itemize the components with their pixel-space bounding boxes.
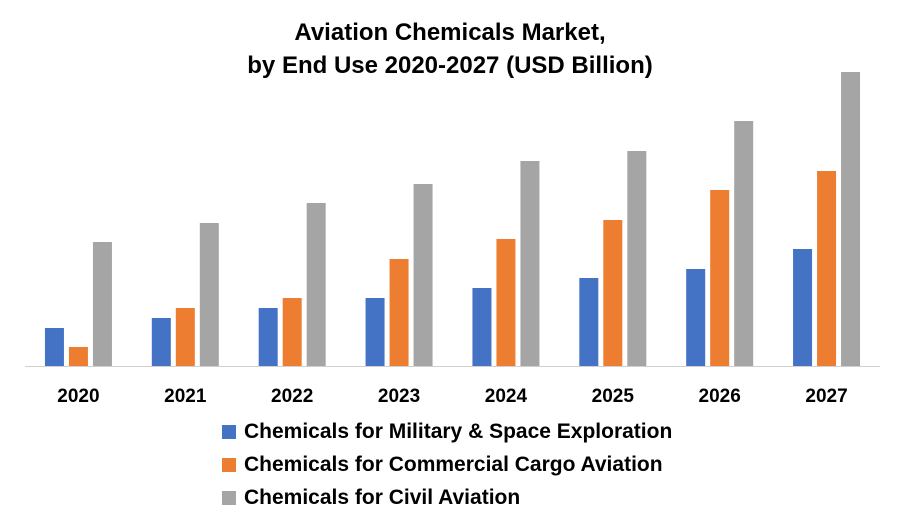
bar-military-2027: [793, 249, 813, 366]
legend-label-civil: Chemicals for Civil Aviation: [244, 485, 521, 509]
bar-cargo-2021: [175, 308, 195, 366]
bar-civil-2023: [413, 184, 433, 366]
bar-military-2026: [686, 269, 706, 366]
bar-military-2020: [44, 328, 64, 366]
bar-cargo-2026: [710, 190, 730, 366]
chart-title: Aviation Chemicals Market, by End Use 20…: [0, 16, 900, 82]
legend-label-military: Chemicals for Military & Space Explorati…: [244, 419, 673, 443]
bar-military-2022: [258, 308, 278, 366]
x-tick-label-2026: 2026: [699, 386, 741, 407]
chart-legend: Chemicals for Military & Space Explorati…: [222, 415, 672, 514]
legend-swatch-civil: [222, 490, 236, 505]
bar-military-2025: [579, 278, 599, 366]
x-tick-label-2027: 2027: [805, 386, 847, 407]
bar-cargo-2027: [817, 171, 837, 366]
bar-cargo-2023: [389, 259, 409, 366]
bar-military-2021: [151, 318, 171, 366]
bar-civil-2026: [734, 121, 754, 366]
bar-cargo-2024: [496, 239, 516, 366]
bar-civil-2025: [627, 151, 647, 366]
x-tick-label-2023: 2023: [378, 386, 420, 407]
bar-cargo-2020: [68, 347, 88, 366]
x-tick-label-2020: 2020: [57, 386, 99, 407]
legend-swatch-cargo: [222, 457, 236, 472]
bar-military-2023: [365, 298, 385, 366]
legend-item-military: Chemicals for Military & Space Explorati…: [222, 415, 672, 448]
bar-civil-2021: [199, 223, 219, 366]
bar-civil-2024: [520, 161, 540, 366]
chart-title-line-2: by End Use 2020-2027 (USD Billion): [247, 52, 653, 79]
bar-cargo-2025: [603, 220, 623, 366]
x-tick-label-2025: 2025: [592, 386, 635, 407]
legend-item-civil: Chemicals for Civil Aviation: [222, 481, 672, 514]
x-tick-label-2024: 2024: [485, 386, 528, 407]
legend-swatch-military: [222, 424, 236, 439]
bar-military-2024: [472, 288, 492, 366]
bar-civil-2020: [92, 242, 112, 366]
bar-cargo-2022: [282, 298, 302, 366]
bar-civil-2027: [841, 72, 861, 366]
x-tick-label-2022: 2022: [271, 386, 313, 407]
legend-item-cargo: Chemicals for Commercial Cargo Aviation: [222, 448, 672, 481]
x-tick-label-2021: 2021: [164, 386, 207, 407]
bar-civil-2022: [306, 203, 326, 366]
chart-title-line-1: Aviation Chemicals Market,: [294, 19, 606, 46]
legend-label-cargo: Chemicals for Commercial Cargo Aviation: [244, 452, 663, 476]
